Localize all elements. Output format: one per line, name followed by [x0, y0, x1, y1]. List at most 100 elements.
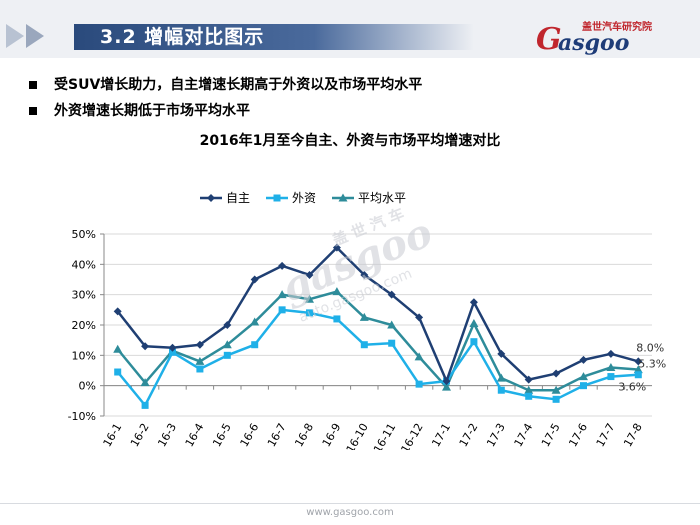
data-point	[141, 342, 150, 351]
y-tick-label: 0%	[79, 380, 96, 393]
data-point	[580, 382, 587, 390]
data-point	[305, 294, 314, 303]
data-point	[387, 320, 397, 329]
legend-label: 自主	[226, 191, 250, 205]
data-point	[634, 371, 642, 379]
data-point	[360, 270, 369, 279]
x-tick-label: 16-8	[292, 421, 316, 449]
x-tick-label: 17-1	[429, 421, 453, 449]
data-point	[332, 287, 342, 296]
data-point	[305, 270, 314, 279]
footer-divider	[0, 503, 700, 504]
series-line-1	[116, 308, 639, 407]
data-point	[442, 382, 451, 391]
data-point	[195, 340, 204, 349]
chevron-icon	[6, 24, 24, 48]
bullet-item: 受SUV增长助力，自主增速长期高于外资以及市场平均水平	[26, 72, 422, 98]
x-tick-label: 17-6	[566, 421, 590, 449]
data-point	[196, 365, 204, 373]
data-point	[579, 355, 588, 364]
x-tick-label: 16-4	[183, 421, 207, 449]
logo-wordmark: asgoo	[558, 30, 630, 56]
data-point	[169, 348, 176, 356]
x-tick-label: 17-2	[457, 421, 481, 449]
x-tick-label: 16-5	[210, 421, 234, 449]
data-point	[551, 385, 561, 394]
data-point	[140, 378, 150, 387]
series-line-0	[116, 246, 639, 383]
data-point	[469, 318, 479, 327]
logo-cn-text: 盖世汽车研究院	[582, 22, 652, 33]
data-point	[207, 194, 215, 202]
data-point	[338, 193, 348, 202]
chart-title: 2016年1月至今自主、外资与市场平均增速对比	[199, 133, 501, 149]
data-point	[306, 309, 313, 317]
slide-header: 3.2 增幅对比图示 盖世汽车研究院 G asgoo	[0, 0, 700, 62]
x-tick-label: 16-7	[265, 421, 289, 449]
data-point	[524, 385, 534, 394]
data-point	[414, 352, 424, 361]
data-point	[442, 377, 451, 386]
y-tick-label: 10%	[72, 349, 96, 362]
title-bar	[74, 24, 474, 50]
data-point	[606, 362, 616, 371]
x-tick-label: 16-1	[101, 421, 125, 449]
bullet-square-icon	[29, 81, 37, 89]
line-chart: -10%0%10%20%30%40%50%16-1 16-2 16-3 16-4 16-…	[68, 191, 667, 450]
data-point	[388, 339, 396, 347]
data-point	[606, 349, 615, 358]
data-point	[470, 338, 478, 346]
x-tick-label: 16-9	[320, 421, 344, 449]
bullet-text: 受SUV增长助力，自主增速长期高于外资以及市场平均水平	[54, 77, 423, 93]
x-tick-label: 17-4	[512, 421, 536, 449]
data-point	[607, 373, 615, 381]
data-point	[634, 357, 643, 366]
x-tick-label: 17-5	[539, 421, 563, 449]
data-point	[195, 356, 205, 365]
legend-label: 平均水平	[358, 191, 406, 205]
data-point	[141, 401, 149, 409]
data-label: 5.3%	[638, 358, 666, 371]
data-point	[415, 313, 424, 322]
x-tick-label: 16-6	[238, 421, 262, 449]
footer-url: www.gasgoo.com	[306, 507, 394, 518]
x-tick-label: 16-3	[155, 421, 179, 449]
data-point	[496, 373, 506, 382]
x-tick-label: 16-2	[128, 421, 152, 449]
data-point	[278, 261, 287, 270]
data-point	[332, 243, 341, 252]
legend-label: 外资	[292, 191, 316, 205]
chevron-icon	[26, 24, 44, 48]
data-point	[633, 365, 643, 374]
data-point	[222, 340, 232, 349]
data-label: 3.6%	[618, 381, 646, 394]
data-point	[359, 312, 369, 321]
slide-title: 3.2 增幅对比图示	[100, 26, 265, 48]
data-point	[113, 307, 122, 316]
data-point	[497, 386, 505, 394]
y-tick-label: 30%	[72, 289, 96, 302]
data-point	[223, 321, 232, 329]
y-tick-label: 20%	[72, 319, 96, 332]
data-point	[114, 368, 122, 376]
data-point	[387, 290, 396, 299]
data-point	[333, 315, 341, 323]
x-tick-label: 16-10	[344, 421, 371, 450]
series-line-2	[116, 290, 639, 392]
bullet-list: 受SUV增长助力，自主增速长期高于外资以及市场平均水平 外资增速长期低于市场平均…	[26, 72, 422, 124]
data-point	[168, 343, 177, 352]
bullet-text: 外资增速长期低于市场平均水平	[54, 103, 250, 119]
x-tick-label: 17-7	[594, 421, 618, 449]
data-point	[525, 392, 533, 400]
x-tick-label: 16-11	[371, 421, 398, 450]
data-point	[250, 275, 259, 284]
data-point	[277, 290, 287, 299]
data-point	[251, 341, 259, 349]
bullet-square-icon	[29, 107, 37, 115]
data-point	[469, 298, 478, 307]
x-tick-label: 16-12	[398, 421, 425, 450]
data-point	[524, 375, 533, 384]
bullet-item: 外资增速长期低于市场平均水平	[26, 98, 422, 124]
y-tick-label: 50%	[72, 228, 96, 241]
data-point	[223, 351, 231, 359]
